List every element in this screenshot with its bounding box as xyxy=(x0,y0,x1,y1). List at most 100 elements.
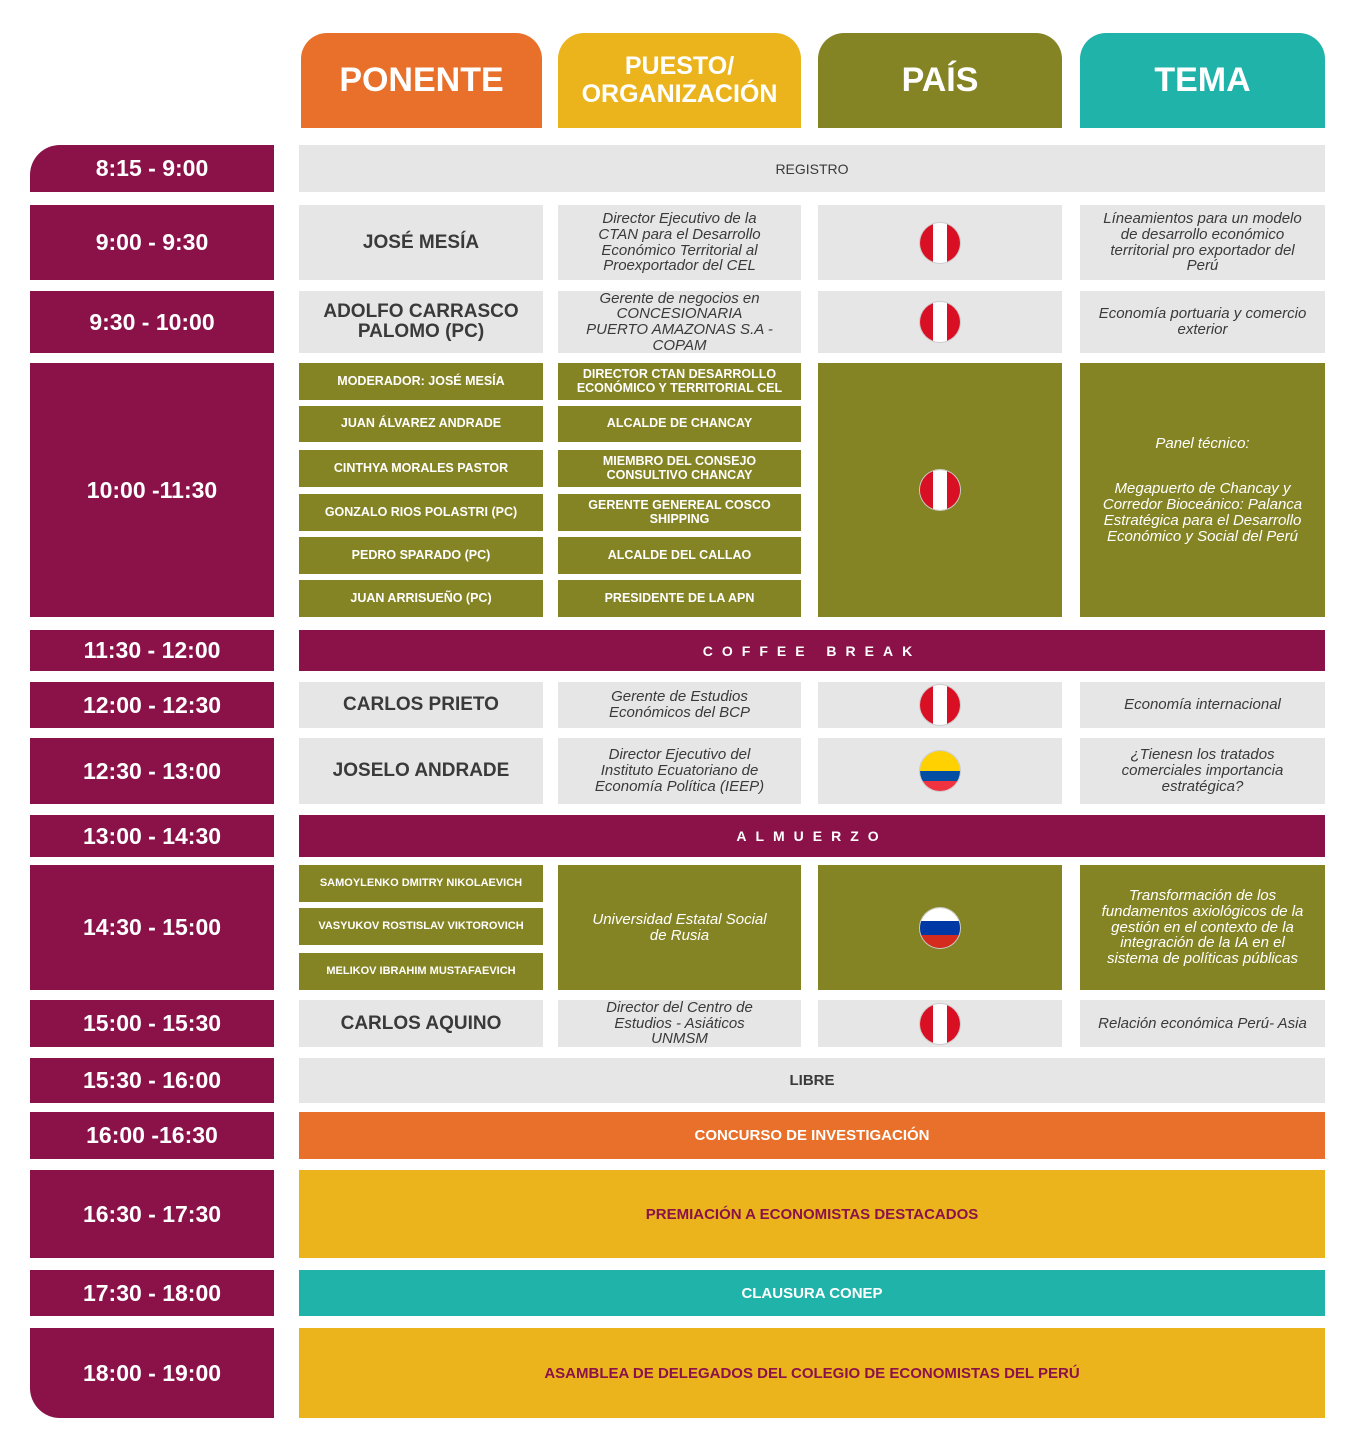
time-text: 10:00 -11:30 xyxy=(86,476,218,503)
event-text: ASAMBLEA DE DELEGADOS DEL COLEGIO DE ECO… xyxy=(544,1364,1080,1382)
position-text: Director Ejecutivo del Instituto Ecuator… xyxy=(594,746,765,795)
event-bar: REGISTRO xyxy=(299,145,1325,192)
event-text: REGISTRO xyxy=(775,160,849,177)
country-cell xyxy=(818,363,1062,617)
position-text: GERENTE GENEREAL COSCO SHIPPING xyxy=(588,497,771,526)
time-slot: 15:30 - 16:00 xyxy=(30,1058,274,1103)
topic-cell: Relación económica Perú- Asia xyxy=(1080,1000,1325,1047)
event-text: COFFEE BREAK xyxy=(702,642,922,659)
topic-heading: Panel técnico: xyxy=(1155,434,1250,452)
country-flag xyxy=(920,685,960,725)
time-slot: 18:00 - 19:00 xyxy=(30,1328,274,1418)
speaker-name: GONZALO RIOS POLASTRI (PC) xyxy=(324,504,518,519)
country-cell xyxy=(818,291,1062,353)
time-slot: 9:00 - 9:30 xyxy=(30,205,274,280)
event-bar: ALMUERZO xyxy=(299,815,1325,857)
time-slot: 9:30 - 10:00 xyxy=(30,291,274,353)
topic-text: Transformación de los fundamentos axioló… xyxy=(1101,887,1304,968)
speaker-name: JOSELO ANDRADE xyxy=(332,760,510,782)
position-text: Universidad Estatal Social de Rusia xyxy=(592,910,767,944)
speaker-cell: MODERADOR: JOSÉ MESÍA xyxy=(299,363,543,400)
event-bar: PREMIACIÓN A ECONOMISTAS DESTACADOS xyxy=(299,1170,1325,1258)
position-cell: Gerente de Estudios Económicos del BCP xyxy=(558,682,801,728)
time-text: 18:00 - 19:00 xyxy=(82,1359,222,1386)
position-cell: ALCALDE DEL CALLAO xyxy=(558,537,801,574)
column-header: TEMA xyxy=(1080,33,1325,128)
country-flag xyxy=(920,751,960,791)
position-cell: Director del Centro de Estudios - Asiáti… xyxy=(558,999,801,1047)
speaker-name: SAMOYLENKO DMITRY NIKOLAEVICH xyxy=(319,877,523,890)
topic-cell: Transformación de los fundamentos axioló… xyxy=(1080,865,1325,990)
time-text: 12:30 - 13:00 xyxy=(82,757,222,784)
speaker-name: JUAN ÁLVAREZ ANDRADE xyxy=(340,416,502,431)
time-text: 9:00 - 9:30 xyxy=(95,229,209,255)
topic-text: Líneamientos para un modelo de desarroll… xyxy=(1103,210,1302,275)
country-flag xyxy=(920,222,960,263)
event-text: CLAUSURA CONEP xyxy=(741,1284,883,1302)
topic-cell: Economía internacional xyxy=(1080,682,1325,728)
position-cell: Director Ejecutivo del Instituto Ecuator… xyxy=(558,738,801,804)
speaker-cell: VASYUKOV ROSTISLAV VIKTOROVICH xyxy=(299,908,543,945)
event-bar: ASAMBLEA DE DELEGADOS DEL COLEGIO DE ECO… xyxy=(299,1328,1325,1418)
speaker-cell: JUAN ARRISUEÑO (PC) xyxy=(299,580,543,617)
position-cell: ALCALDE DE CHANCAY xyxy=(558,406,801,442)
speaker-name: MELIKOV IBRAHIM MUSTAFAEVICH xyxy=(326,965,516,978)
speaker-cell: CINTHYA MORALES PASTOR xyxy=(299,450,543,487)
column-header-text: PAÍS xyxy=(901,60,979,99)
time-text: 17:30 - 18:00 xyxy=(82,1279,222,1306)
country-cell xyxy=(818,205,1062,280)
speaker-cell: GONZALO RIOS POLASTRI (PC) xyxy=(299,494,543,531)
speaker-cell: JOSELO ANDRADE xyxy=(299,738,543,804)
speaker-name: JUAN ARRISUEÑO (PC) xyxy=(350,590,492,605)
column-header-text: PUESTO/ ORGANIZACIÓN xyxy=(581,52,778,108)
time-slot: 10:00 -11:30 xyxy=(30,363,274,617)
position-cell: MIEMBRO DEL CONSEJO CONSULTIVO CHANCAY xyxy=(558,450,801,487)
event-text: LIBRE xyxy=(789,1072,835,1089)
event-text: CONCURSO DE INVESTIGACIÓN xyxy=(694,1127,930,1144)
column-header: PAÍS xyxy=(818,33,1062,128)
position-text: DIRECTOR CTAN DESARROLLO ECONÓMICO Y TER… xyxy=(576,366,783,395)
time-text: 16:00 -16:30 xyxy=(86,1122,218,1148)
time-slot: 15:00 - 15:30 xyxy=(30,1000,274,1047)
time-text: 16:30 - 17:30 xyxy=(82,1200,222,1227)
topic-text: Economía portuaria y comercio exterior xyxy=(1098,305,1307,338)
event-text: ALMUERZO xyxy=(736,828,888,844)
position-text: Director Ejecutivo de la CTAN para el De… xyxy=(598,210,761,275)
speaker-cell: CARLOS AQUINO xyxy=(299,1000,543,1047)
column-header-text: PONENTE xyxy=(339,60,504,99)
speaker-name: MODERADOR: JOSÉ MESÍA xyxy=(337,373,505,388)
topic-text: Megapuerto de Chancay y Corredor Bioceán… xyxy=(1102,480,1303,545)
speaker-cell: MELIKOV IBRAHIM MUSTAFAEVICH xyxy=(299,953,543,990)
speaker-cell: PEDRO SPARADO (PC) xyxy=(299,537,543,574)
topic-cell: ¿Tienesn los tratados comerciales import… xyxy=(1080,738,1325,804)
topic-cell: Economía portuaria y comercio exterior xyxy=(1080,291,1325,353)
country-cell xyxy=(818,738,1062,804)
time-slot: 11:30 - 12:00 xyxy=(30,630,274,671)
time-slot: 8:15 - 9:00 xyxy=(30,145,274,192)
country-flag xyxy=(920,470,960,510)
event-text: PREMIACIÓN A ECONOMISTAS DESTACADOS xyxy=(645,1205,979,1223)
position-text: MIEMBRO DEL CONSEJO CONSULTIVO CHANCAY xyxy=(602,453,757,482)
time-text: 8:15 - 9:00 xyxy=(95,155,209,181)
position-cell: GERENTE GENEREAL COSCO SHIPPING xyxy=(558,494,801,531)
speaker-name: VASYUKOV ROSTISLAV VIKTOROVICH xyxy=(318,920,524,933)
speaker-name: CARLOS AQUINO xyxy=(340,1012,502,1034)
time-text: 11:30 - 12:00 xyxy=(83,637,221,663)
time-slot: 14:30 - 15:00 xyxy=(30,865,274,990)
topic-cell: Panel técnico: Megapuerto de Chancay y Co… xyxy=(1080,363,1325,617)
position-text: ALCALDE DEL CALLAO xyxy=(607,547,752,562)
column-header-text: TEMA xyxy=(1154,60,1251,99)
position-cell: Director Ejecutivo de la CTAN para el De… xyxy=(558,205,801,280)
time-text: 13:00 - 14:30 xyxy=(82,822,222,849)
time-slot: 12:30 - 13:00 xyxy=(30,738,274,804)
topic-text: ¿Tienesn los tratados comerciales import… xyxy=(1121,746,1284,795)
position-text: PRESIDENTE DE LA APN xyxy=(604,590,755,605)
speaker-cell: CARLOS PRIETO xyxy=(299,682,543,728)
time-text: 15:30 - 16:00 xyxy=(82,1067,222,1093)
speaker-name: ADOLFO CARRASCO PALOMO (PC) xyxy=(323,301,519,342)
speaker-name: PEDRO SPARADO (PC) xyxy=(351,547,491,562)
country-flag xyxy=(920,907,960,948)
speaker-cell: JOSÉ MESÍA xyxy=(299,205,543,280)
event-bar: CLAUSURA CONEP xyxy=(299,1270,1325,1316)
